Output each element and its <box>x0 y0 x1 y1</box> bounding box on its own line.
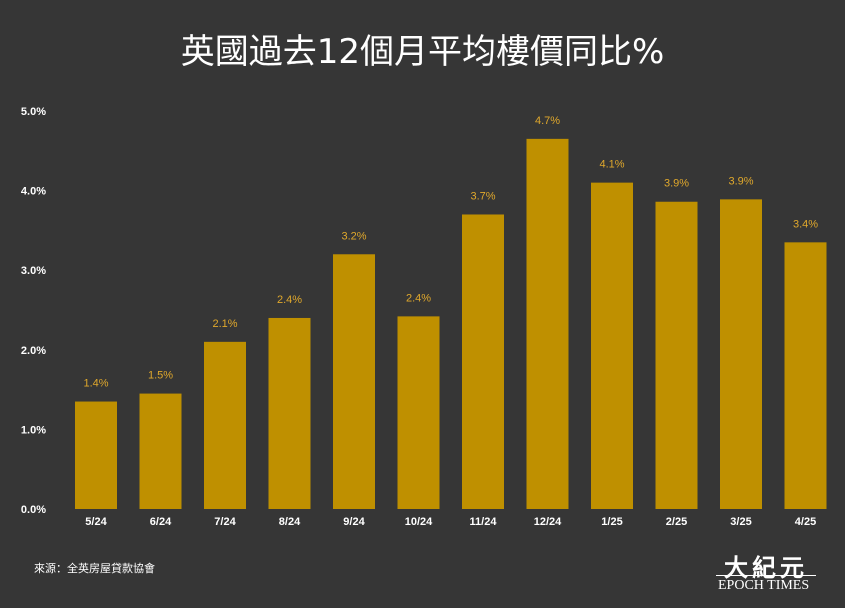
y-tick-label: 3.0% <box>21 265 46 277</box>
bar-value-label: 3.4% <box>793 218 818 230</box>
bar <box>526 138 569 510</box>
bar <box>75 401 117 509</box>
bar-value-label: 1.5% <box>148 370 173 382</box>
bar-value-label: 4.1% <box>599 159 624 171</box>
bar-value-label: 3.2% <box>341 230 366 242</box>
x-tick-label: 4/25 <box>795 516 816 528</box>
bar <box>591 182 633 509</box>
bar-value-label: 4.7% <box>535 115 560 127</box>
bar <box>268 317 311 509</box>
bar <box>204 341 246 509</box>
x-tick-label: 2/25 <box>666 516 687 528</box>
x-tick-label: 12/24 <box>534 516 562 528</box>
chart-title: 英國過去12個月平均樓價同比% <box>180 32 665 72</box>
bar-value-label: 3.7% <box>470 190 495 202</box>
x-tick-label: 9/24 <box>343 516 365 528</box>
bar-value-label: 2.1% <box>212 318 237 330</box>
bar <box>720 199 762 509</box>
logo-divider <box>716 575 816 576</box>
bar <box>333 254 375 509</box>
bar <box>397 316 440 509</box>
x-axis: 5/24 6/24 7/24 8/24 9/24 10/24 11/24 12/24 1/25 2… <box>85 516 816 528</box>
x-tick-label: 5/24 <box>85 516 107 528</box>
bars <box>75 138 827 510</box>
data-labels: 1.4% 1.5% 2.1% 2.4% 3.2% 2.4% 3.7% 4.7% 4.1% 3.9%… <box>83 115 818 390</box>
source-note: 來源：全英房屋貸款協會 <box>34 562 155 575</box>
y-tick-label: 1.0% <box>21 424 46 436</box>
logo-english: EPOCH TIMES <box>718 578 810 593</box>
bar-value-label: 3.9% <box>664 178 689 190</box>
x-tick-label: 7/24 <box>214 516 236 528</box>
y-tick-label: 5.0% <box>21 106 46 118</box>
x-tick-label: 6/24 <box>150 516 172 528</box>
bar <box>655 201 698 509</box>
y-tick-label: 4.0% <box>21 186 46 198</box>
x-tick-label: 1/25 <box>601 516 622 528</box>
x-tick-label: 8/24 <box>279 516 301 528</box>
bar <box>139 393 182 509</box>
x-tick-label: 3/25 <box>730 516 751 528</box>
x-tick-label: 10/24 <box>405 516 433 528</box>
bar <box>462 214 504 510</box>
bar <box>784 242 827 509</box>
bar-value-label: 1.4% <box>83 378 108 390</box>
logo-chinese: 大紀元 <box>724 553 808 582</box>
y-axis: 0.0% 1.0% 2.0% 3.0% 4.0% 5.0% <box>21 106 46 516</box>
bar-value-label: 2.4% <box>277 294 302 306</box>
bar-value-label: 2.4% <box>406 292 431 304</box>
y-tick-label: 0.0% <box>21 504 46 516</box>
epoch-times-logo: 大紀元 EPOCH TIMES <box>716 548 820 596</box>
bar-value-label: 3.9% <box>728 175 753 187</box>
y-tick-label: 2.0% <box>21 345 46 357</box>
x-tick-label: 11/24 <box>470 516 498 528</box>
